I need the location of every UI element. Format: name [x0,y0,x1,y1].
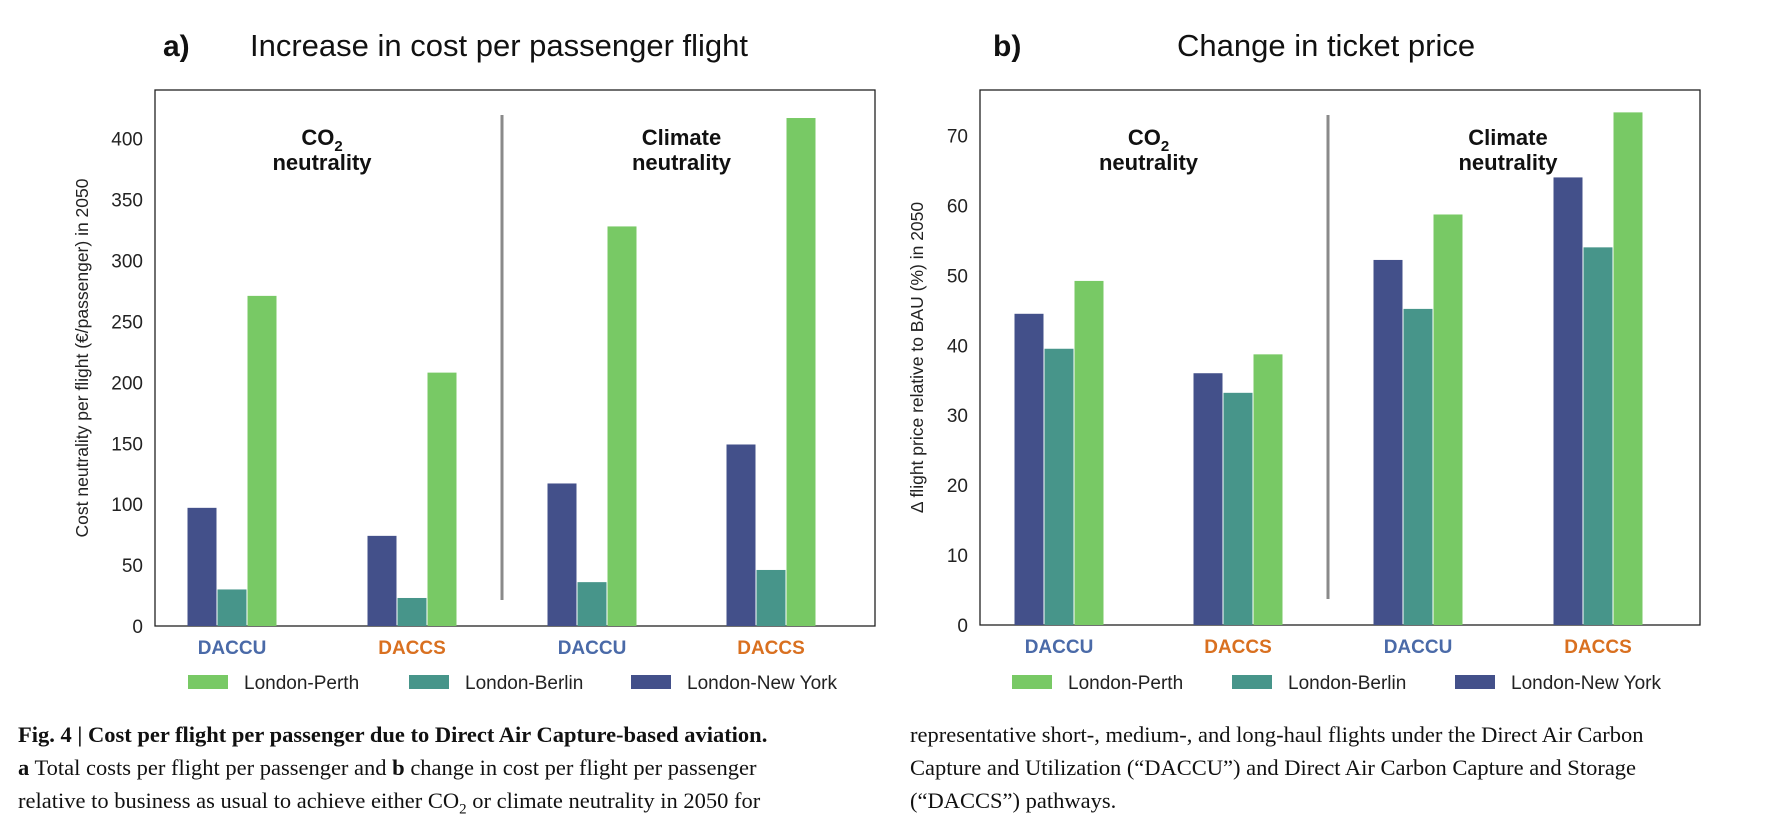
caption-right-line3: (“DACCS”) pathways. [910,788,1117,813]
y-tick-label: 0 [132,617,143,638]
bar-london-berlin [217,589,247,626]
legend-label: London-New York [1511,673,1661,694]
caption-b-label: b [392,755,405,780]
bar-london-berlin [756,569,786,626]
caption-line3-sub: 2 [459,801,467,818]
x-tick-label: DACCS [1204,637,1272,658]
bar-london-new-york [547,483,577,626]
y-tick-label: 350 [111,191,143,212]
plot-frame [979,89,1701,626]
x-tick-label: DACCS [737,638,805,659]
legend-label: London-Perth [244,673,359,694]
x-tick-label: DACCU [1384,637,1453,658]
group-label-co2-neutrality: neutrality [272,150,372,175]
panel-letter: b) [993,30,1021,63]
caption-a-label: a [18,755,30,780]
group-label-climate: Climate [1468,125,1547,150]
bar-london-perth [1433,214,1463,626]
y-tick-label: 300 [111,252,143,273]
legend-swatch [1232,675,1272,689]
legend-label: London-Berlin [465,673,583,694]
x-tick-label: DACCU [1025,637,1094,658]
bar-london-perth [1613,112,1643,625]
legend-swatch [1012,675,1052,689]
bar-london-berlin [397,597,427,626]
bar-london-berlin [1583,247,1613,625]
y-tick-label: 30 [947,406,968,427]
caption-right-line1: representative short-, medium-, and long… [910,722,1644,747]
y-axis-label: Δ flight price relative to BAU (%) in 20… [907,202,927,514]
bar-london-perth [247,295,277,626]
bar-london-new-york [1193,373,1223,625]
legend-label: London-New York [687,673,837,694]
group-label-co2: CO2 [1128,125,1169,155]
legend-label: London-Perth [1068,673,1183,694]
caption-left: Fig. 4 | Cost per flight per passenger d… [18,718,888,827]
bar-london-berlin [1044,348,1074,625]
legend-swatch [631,675,671,689]
y-tick-label: 100 [111,495,143,516]
group-label-climate: Climate [642,125,721,150]
group-label-co2-neutrality: neutrality [1099,150,1199,175]
bar-london-new-york [1373,259,1403,625]
group-label-co2: CO2 [301,125,342,155]
legend-label: London-Berlin [1288,673,1406,694]
chart-title: Change in ticket price [1177,28,1475,63]
x-tick-label: DACCU [198,638,267,659]
panel-letter: a) [163,30,190,63]
bar-london-perth [1074,280,1104,625]
y-tick-label: 70 [947,126,968,147]
y-tick-label: 250 [111,312,143,333]
chart-panel-b: b) Change in ticket price 0 10 20 30 40 50 60 70 Δ… [907,28,1701,694]
y-axis-label: Cost neutrality per flight (€/passenger)… [72,178,92,537]
x-tick-label: DACCS [378,638,446,659]
y-tick-label: 150 [111,434,143,455]
bar-london-new-york [1014,313,1044,625]
y-tick-label: 40 [947,336,968,357]
x-tick-label: DACCS [1564,637,1632,658]
bar-london-new-york [367,535,397,626]
y-tick-label: 0 [957,616,968,637]
y-tick-label: 10 [947,546,968,567]
bar-london-new-york [187,507,217,626]
chart-title: Increase in cost per passenger flight [250,28,748,63]
caption-line2-b: change in cost per flight per passenger [404,755,757,780]
bar-london-berlin [577,582,607,626]
y-tick-label: 50 [947,266,968,287]
figure: a) Increase in cost per passenger flight 0… [72,28,1701,694]
y-tick-label: 20 [947,476,968,497]
legend-swatch [188,675,228,689]
plot-frame [154,89,876,627]
y-tick-label: 200 [111,373,143,394]
bar-london-perth [1253,354,1283,625]
chart-panel-a: a) Increase in cost per passenger flight 0… [72,28,876,694]
y-tick-label: 60 [947,196,968,217]
bar-london-new-york [1553,177,1583,625]
legend-swatch [1455,675,1495,689]
group-label-climate-neutrality: neutrality [632,150,732,175]
group-label-climate-neutrality: neutrality [1458,150,1558,175]
bar-london-berlin [1223,392,1253,625]
bar-london-perth [607,226,637,626]
y-tick-label: 400 [111,130,143,151]
caption-line2-a: Total costs per flight per passenger and [29,755,393,780]
caption-line3-post: or climate neutrality in 2050 for [466,788,761,813]
legend-swatch [409,675,449,689]
caption-right-line2: Capture and Utilization (“DACCU”) and Di… [910,755,1637,780]
bar-london-perth [786,118,816,626]
bar-london-berlin [1403,308,1433,625]
caption-right: representative short-, medium-, and long… [910,718,1770,817]
bar-london-perth [427,372,457,626]
bar-london-new-york [726,444,756,626]
y-tick-label: 50 [122,556,143,577]
caption-fig-label: Fig. 4 | Cost per flight per passenger d… [18,722,768,747]
x-tick-label: DACCU [558,638,627,659]
caption-line3-pre: relative to business as usual to achieve… [18,788,460,813]
